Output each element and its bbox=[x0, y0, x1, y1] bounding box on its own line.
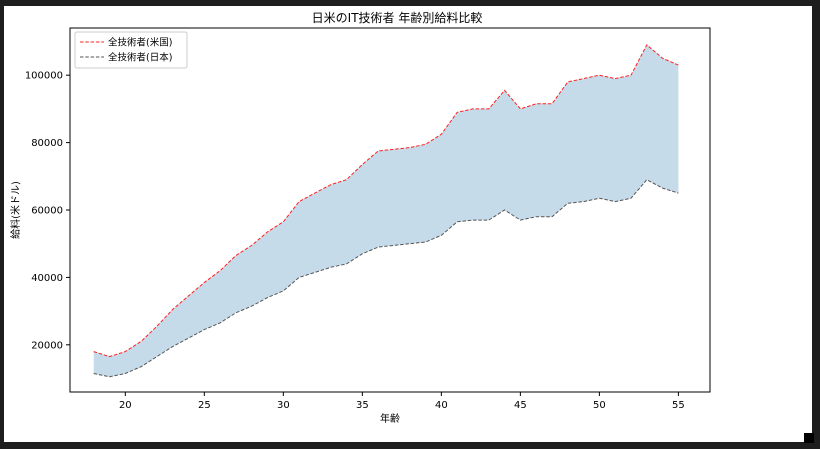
chart-svg: 日米のIT技術者 年齢別給料比較 20 25 30 35 40 45 50 55 20000 4… bbox=[9, 10, 711, 425]
y-axis-ticks: 20000 40000 60000 80000 100000 bbox=[25, 71, 70, 351]
legend-label-0: 全技術者(米国) bbox=[108, 37, 172, 49]
series-line-1 bbox=[93, 179, 679, 378]
legend-label-1: 全技術者(日本) bbox=[108, 52, 172, 64]
series-line-0 bbox=[93, 44, 679, 358]
fill-between-area bbox=[93, 44, 679, 377]
x-tick-label: 20 bbox=[119, 400, 132, 411]
chart-figure: 日米のIT技術者 年齢別給料比較 20 25 30 35 40 45 50 55 20000 4… bbox=[4, 6, 812, 442]
x-tick-label: 25 bbox=[198, 400, 211, 411]
legend: 全技術者(米国) 全技術者(日本) bbox=[74, 31, 188, 69]
x-tick-label: 55 bbox=[672, 400, 685, 411]
y-tick-label: 80000 bbox=[31, 138, 63, 149]
legend-box bbox=[74, 31, 188, 69]
x-tick-label: 45 bbox=[514, 400, 527, 411]
x-tick-label: 35 bbox=[356, 400, 369, 411]
y-tick-label: 100000 bbox=[25, 71, 63, 82]
x-tick-label: 30 bbox=[277, 400, 290, 411]
x-axis-label: 年齢 bbox=[380, 412, 400, 425]
x-tick-label: 40 bbox=[435, 400, 448, 411]
x-axis-ticks: 20 25 30 35 40 45 50 55 bbox=[119, 392, 685, 411]
y-tick-label: 40000 bbox=[31, 273, 63, 284]
y-tick-label: 20000 bbox=[31, 340, 63, 351]
series-lines-group bbox=[93, 44, 679, 378]
y-tick-label: 60000 bbox=[31, 206, 63, 217]
corner-block bbox=[804, 433, 814, 443]
x-tick-label: 50 bbox=[593, 400, 606, 411]
chart-title: 日米のIT技術者 年齢別給料比較 bbox=[312, 10, 483, 25]
y-axis-label: 給料(米ドル) bbox=[9, 181, 22, 239]
fill-area-group bbox=[93, 44, 679, 377]
